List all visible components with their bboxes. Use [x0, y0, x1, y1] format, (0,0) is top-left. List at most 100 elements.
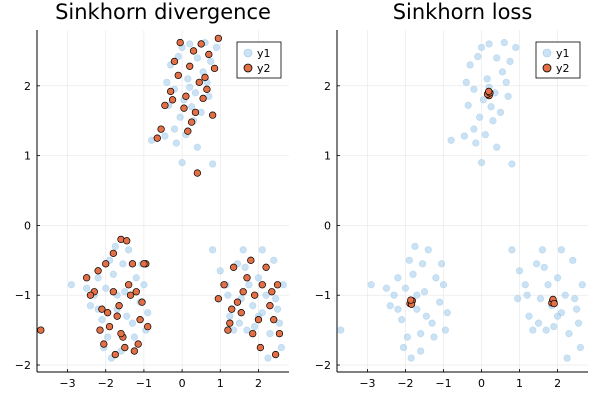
data-point-y1 — [254, 274, 263, 282]
legend-marker-y2 — [243, 63, 253, 73]
data-point-y1 — [277, 343, 285, 352]
data-point-y2 — [262, 263, 270, 271]
data-point-y1 — [144, 309, 152, 317]
x-tick-label: 0 — [179, 377, 186, 390]
data-point-y2 — [168, 96, 177, 104]
data-point-y2 — [550, 299, 558, 308]
data-point-y1 — [226, 312, 234, 320]
data-point-y2 — [121, 343, 129, 352]
y-tick-label: 1 — [24, 150, 31, 163]
y-tick-label: −1 — [15, 289, 31, 302]
data-point-y1 — [119, 260, 127, 268]
data-point-y1 — [224, 291, 232, 299]
x-tick-label: −3 — [359, 377, 375, 390]
series-y2 — [37, 34, 284, 359]
y-tick-label: −1 — [315, 289, 331, 302]
data-point-y1 — [534, 319, 543, 327]
data-point-y2 — [184, 127, 192, 135]
data-point-y2 — [140, 260, 148, 268]
y-tick-label: 0 — [24, 219, 31, 232]
data-point-y1 — [104, 333, 112, 341]
x-tick-label: 2 — [255, 377, 262, 390]
data-point-y2 — [247, 256, 255, 264]
data-point-y1 — [209, 160, 217, 168]
data-point-y1 — [239, 246, 247, 254]
data-point-y1 — [249, 302, 257, 310]
data-point-y1 — [466, 61, 474, 69]
data-point-y1 — [399, 343, 408, 352]
data-point-y1 — [464, 101, 472, 109]
legend-box — [236, 41, 282, 79]
data-point-y2 — [254, 316, 263, 324]
data-point-y1 — [216, 267, 224, 275]
data-point-y2 — [130, 347, 139, 355]
data-point-y1 — [485, 40, 493, 48]
chart-title: Sinkhorn divergence — [55, 0, 271, 24]
data-point-y1 — [186, 83, 194, 91]
data-point-y2 — [123, 237, 131, 245]
legend: y1 y2 — [535, 41, 581, 79]
data-point-y1 — [191, 89, 200, 97]
data-point-y2 — [86, 291, 95, 299]
data-point-y1 — [571, 295, 579, 303]
data-point-y2 — [226, 319, 234, 327]
y-tick-label: −2 — [315, 359, 331, 372]
data-point-y1 — [86, 302, 95, 310]
data-point-y2 — [117, 329, 125, 338]
data-point-y2 — [157, 125, 165, 133]
series-y2 — [406, 87, 558, 308]
data-point-y1 — [536, 295, 545, 303]
legend-marker-y2 — [542, 63, 552, 73]
data-point-y2 — [138, 298, 146, 306]
data-point-y2 — [94, 267, 102, 275]
data-point-y2 — [128, 260, 137, 268]
y-tick-label: 2 — [24, 80, 31, 93]
grid — [37, 30, 289, 372]
data-point-y1 — [125, 246, 133, 254]
data-point-y2 — [180, 104, 188, 112]
data-point-y1 — [130, 333, 138, 341]
data-point-y1 — [557, 246, 565, 254]
data-point-y1 — [565, 330, 573, 338]
data-point-y1 — [398, 316, 406, 324]
legend-marker-y1 — [243, 48, 253, 58]
data-point-y1 — [67, 281, 75, 289]
data-point-y2 — [270, 316, 278, 324]
data-point-y1 — [487, 103, 495, 111]
data-point-y2 — [144, 322, 152, 331]
data-point-y1 — [540, 263, 548, 271]
data-point-y1 — [161, 132, 169, 140]
legend-label-y2: y2 — [556, 62, 570, 75]
data-point-y2 — [203, 85, 211, 93]
data-point-y1 — [523, 291, 531, 299]
data-point-y1 — [184, 75, 192, 83]
data-point-y1 — [241, 263, 249, 271]
data-point-y1 — [479, 96, 488, 104]
data-point-y2 — [249, 329, 257, 338]
y-tick-label: 0 — [324, 219, 331, 232]
data-point-y1 — [572, 305, 581, 313]
data-point-y1 — [481, 131, 489, 139]
data-point-y2 — [271, 350, 280, 359]
data-point-y1 — [538, 246, 546, 254]
data-point-y1 — [170, 125, 179, 133]
data-point-y1 — [102, 284, 110, 292]
data-point-y1 — [235, 319, 243, 327]
data-point-y2 — [197, 40, 205, 48]
data-point-y1 — [542, 326, 550, 334]
data-point-y1 — [390, 291, 398, 299]
data-point-y1 — [533, 260, 541, 268]
data-point-y1 — [394, 274, 402, 282]
data-point-y2 — [210, 64, 219, 73]
data-point-y1 — [553, 274, 562, 282]
x-tick-label: 1 — [516, 377, 523, 390]
data-point-y1 — [212, 43, 221, 52]
x-tick-label: 2 — [554, 377, 561, 390]
data-point-y1 — [420, 288, 429, 296]
x-tick-label: −2 — [98, 377, 114, 390]
data-point-y1 — [176, 113, 184, 121]
data-point-y1 — [209, 246, 217, 254]
x-tick-labels: −3 −2 −1 0 1 2 — [359, 377, 561, 390]
data-point-y1 — [337, 326, 345, 334]
legend-marker-y1 — [542, 48, 552, 58]
